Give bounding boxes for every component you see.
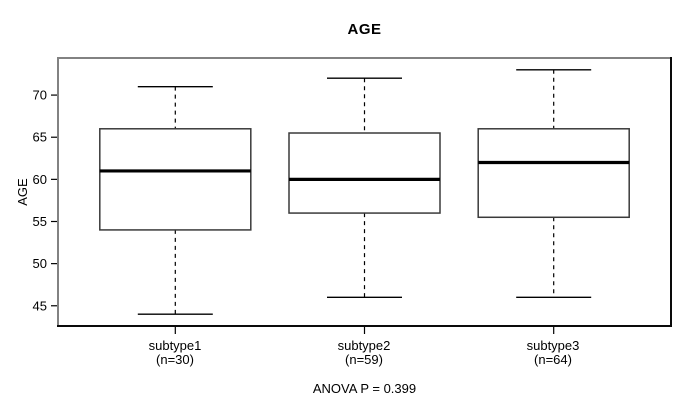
group-count: (n=64) — [534, 351, 572, 367]
group-name: subtype3 — [526, 338, 580, 353]
group-count: (n=59) — [345, 351, 383, 367]
y-tick-label: 60 — [33, 172, 47, 187]
y-tick-label: 65 — [33, 130, 47, 145]
x-tick-label-subtype3: subtype3 (n=64) — [473, 339, 633, 366]
iqr-box — [99, 128, 252, 231]
chart-title: AGE — [347, 21, 382, 38]
iqr-box — [477, 128, 630, 219]
group-name: subtype2 — [337, 338, 391, 353]
y-tick-label: 55 — [33, 214, 47, 229]
anova-footnote: ANOVA P = 0.399 — [312, 381, 417, 396]
x-tick-label-subtype1: subtype1 (n=30) — [95, 339, 255, 366]
x-tick-label-subtype2: subtype2 (n=59) — [284, 339, 444, 366]
group-count: (n=30) — [156, 351, 194, 367]
y-tick-label: 70 — [33, 88, 47, 103]
y-axis-label: AGE — [15, 178, 30, 206]
y-tick-label: 50 — [33, 256, 47, 271]
y-tick-label: 45 — [33, 298, 47, 313]
iqr-box — [288, 132, 441, 214]
group-name: subtype1 — [148, 338, 202, 353]
